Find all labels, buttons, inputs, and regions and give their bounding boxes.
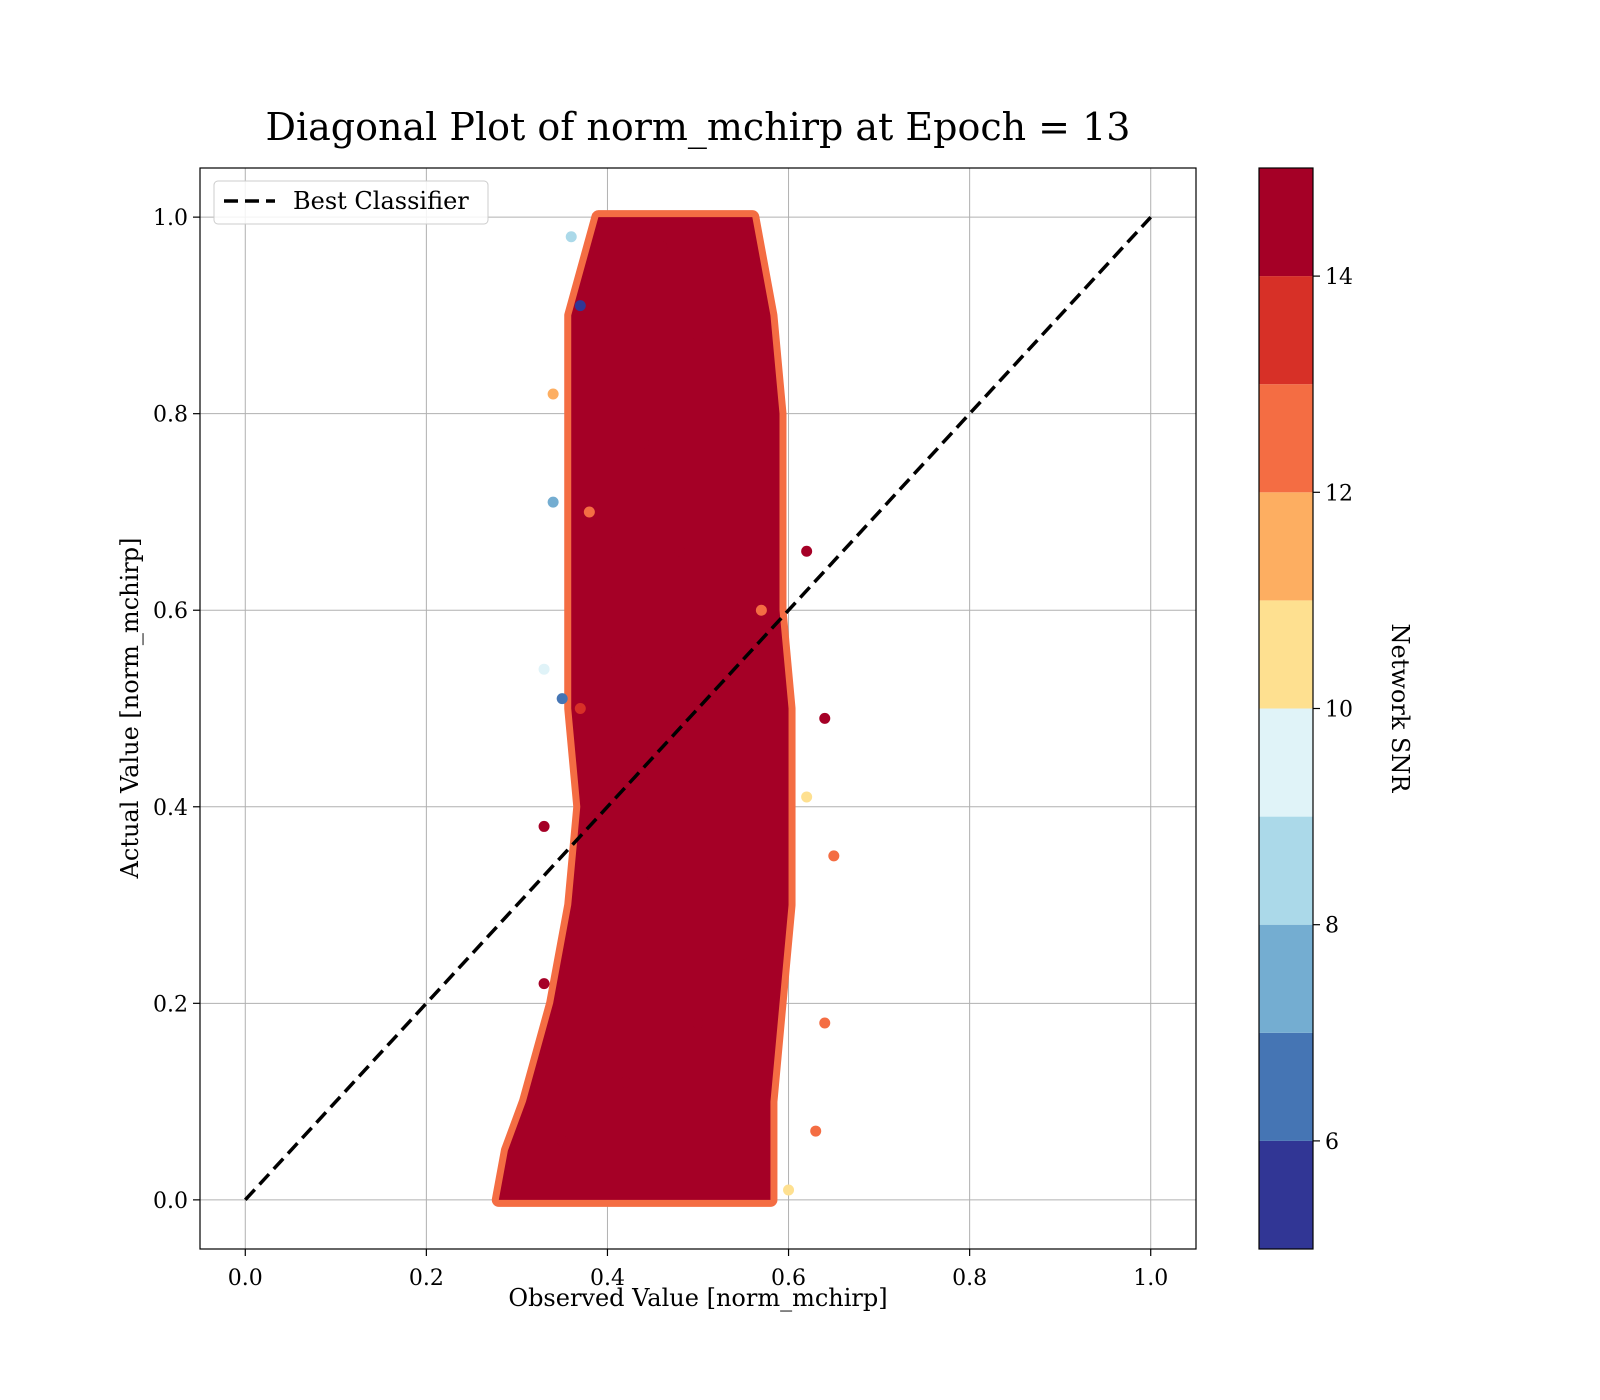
colorbar-bin <box>1259 492 1313 601</box>
y-tick-label: 0.8 <box>153 403 188 428</box>
scatter-point <box>574 300 586 312</box>
chart-title: Diagonal Plot of norm_mchirp at Epoch = … <box>266 105 1131 150</box>
scatter-point <box>801 545 813 557</box>
x-tick-label: 1.0 <box>1133 1266 1168 1291</box>
colorbar-tick-label: 6 <box>1325 1130 1339 1155</box>
plot-frame <box>199 167 1197 1250</box>
colorbar-tick-label: 12 <box>1325 481 1353 506</box>
scatter-point <box>737 948 749 960</box>
colorbar-bin <box>1259 168 1313 277</box>
scatter-point <box>647 870 659 882</box>
scatter-point <box>692 1017 704 1029</box>
scatter-point <box>656 241 668 253</box>
colorbar: 6 8 10 12 14 Network SNR <box>1258 167 1414 1250</box>
colorbar-bin <box>1259 816 1313 925</box>
scatter-point <box>710 752 722 764</box>
x-axis-label: Observed Value [norm_mchirp] <box>508 1284 887 1312</box>
y-tick-label: 0.6 <box>153 599 188 624</box>
scatter-point <box>810 1125 822 1137</box>
legend: Best Classifier <box>213 180 489 225</box>
scatter-point <box>556 1135 568 1147</box>
y-axis: 0.0 0.2 0.4 0.6 0.8 1.0 <box>153 206 200 1214</box>
x-tick-label: 0.4 <box>590 1266 625 1291</box>
colorbar-bin <box>1259 276 1313 385</box>
scatter-point <box>620 1076 632 1088</box>
x-tick-label: 0.2 <box>409 1266 444 1291</box>
legend-label-best-classifier: Best Classifier <box>293 187 469 215</box>
y-tick-label: 0.0 <box>153 1189 188 1214</box>
scatter-point <box>828 850 840 862</box>
scatter-point <box>638 437 650 449</box>
colorbar-label: Network SNR <box>1386 624 1414 794</box>
colorbar-tick-label: 8 <box>1325 914 1339 939</box>
scatter-point <box>819 712 831 724</box>
colorbar-bin <box>1259 708 1313 817</box>
scatter-point <box>674 545 686 557</box>
colorbar-tick-label: 14 <box>1325 265 1353 290</box>
colorbar-bin <box>1259 384 1313 493</box>
legend-box <box>213 180 489 225</box>
scatter-point <box>692 329 704 341</box>
y-axis-label: Actual Value [norm_mchirp] <box>116 538 144 880</box>
point-cloud <box>491 210 840 1207</box>
scatter-point <box>783 1184 795 1196</box>
scatter-point <box>547 388 559 400</box>
scatter-point <box>565 231 577 243</box>
scatter-point <box>556 693 568 705</box>
colorbar-tick-label: 10 <box>1325 698 1353 723</box>
point-cloud-core <box>498 217 789 1200</box>
scatter-point <box>538 978 550 990</box>
colorbar-bin <box>1259 1032 1313 1141</box>
scatter-point <box>547 496 559 508</box>
scatter-point <box>538 820 550 832</box>
colorbar-bin <box>1259 600 1313 709</box>
scatter-point <box>574 703 586 714</box>
x-axis: 0.0 0.2 0.4 0.6 0.8 1.0 <box>228 1249 1168 1291</box>
scatter-point <box>755 604 767 616</box>
y-tick-label: 0.2 <box>153 992 188 1017</box>
best-classifier-line <box>243 215 1153 1202</box>
scatter-point <box>611 653 623 665</box>
y-tick-label: 1.0 <box>153 206 188 231</box>
x-tick-label: 0.6 <box>771 1266 806 1291</box>
colorbar-bin <box>1259 1140 1313 1249</box>
scatter-point <box>583 506 595 518</box>
x-tick-label: 0.8 <box>952 1266 987 1291</box>
x-tick-label: 0.0 <box>228 1266 263 1291</box>
scatter-point <box>819 1017 831 1029</box>
scatter-point <box>538 663 550 675</box>
colorbar-bin <box>1259 924 1313 1033</box>
y-tick-label: 0.4 <box>153 796 188 821</box>
scatter-point <box>801 791 813 803</box>
